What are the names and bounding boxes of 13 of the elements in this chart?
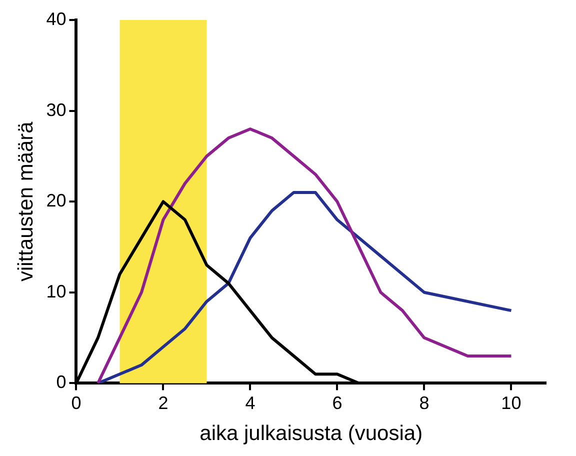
y-tick-label: 0 xyxy=(56,372,66,392)
y-tick-label: 20 xyxy=(46,190,66,211)
x-tick-label: 0 xyxy=(71,392,82,413)
y-axis-title: viittausten määrä xyxy=(14,121,38,282)
y-tick-label: 10 xyxy=(46,281,66,302)
x-tick-label: 4 xyxy=(245,392,256,413)
x-tick-label: 2 xyxy=(158,392,168,413)
x-axis-title: aika julkaisusta (vuosia) xyxy=(200,422,423,446)
x-tick-label: 8 xyxy=(419,392,430,413)
x-tick-label: 10 xyxy=(501,392,522,413)
y-tick-label: 40 xyxy=(46,8,66,29)
y-tick-label: 30 xyxy=(46,100,66,120)
x-tick-label: 6 xyxy=(332,392,342,413)
